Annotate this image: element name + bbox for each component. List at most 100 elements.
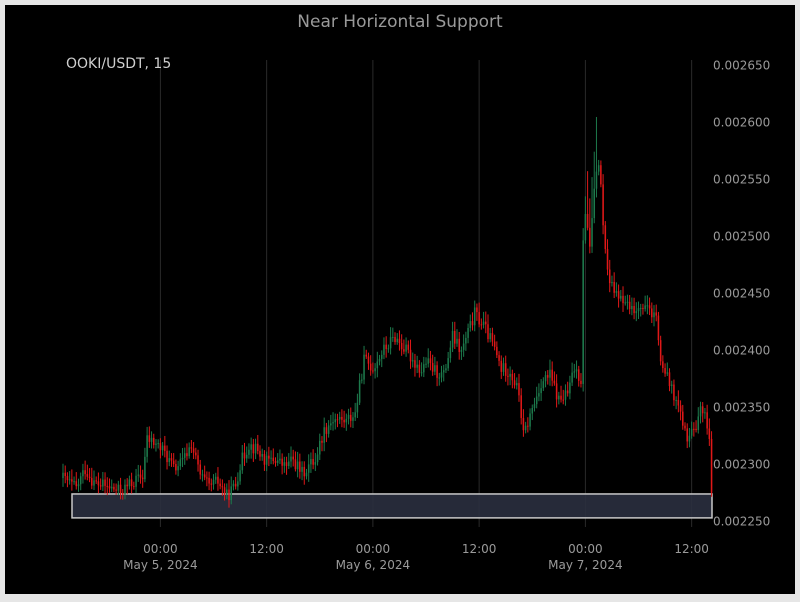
candle-body — [569, 382, 571, 394]
chart-title: Near Horizontal Support — [297, 12, 503, 32]
candle-body — [338, 416, 341, 420]
candle-body — [237, 481, 239, 487]
candle-body — [168, 458, 171, 463]
candle-body — [507, 375, 509, 377]
candle-body — [710, 438, 713, 493]
candle-body — [71, 479, 73, 482]
candle-body — [190, 447, 193, 449]
candle-body — [668, 372, 671, 387]
candle-body — [462, 343, 465, 350]
candle-body — [299, 461, 301, 472]
support-zone — [71, 493, 713, 519]
candle-body — [555, 383, 558, 400]
candle-body — [354, 412, 356, 418]
candle-body — [290, 456, 292, 462]
candle-body — [666, 372, 669, 374]
candle-body — [186, 453, 188, 457]
candle-body — [378, 358, 381, 362]
candle-body — [544, 375, 547, 382]
candle-body — [589, 227, 591, 247]
candle-body — [150, 437, 153, 442]
candle-body — [637, 308, 640, 312]
candle-body — [626, 301, 629, 303]
candle-body — [622, 295, 624, 304]
candle-body — [493, 341, 496, 347]
candle-body — [172, 460, 175, 464]
candle-body — [347, 414, 350, 419]
candle-body — [183, 453, 186, 458]
candle-body — [349, 414, 352, 421]
candle-body — [659, 340, 662, 362]
candle-body — [511, 373, 514, 381]
candle-body — [164, 445, 166, 451]
candle-body — [296, 461, 299, 470]
candle-body — [646, 305, 649, 307]
candle-body — [549, 369, 551, 378]
candle-body — [487, 324, 489, 340]
candle-body — [374, 368, 376, 372]
candle-body — [586, 213, 589, 228]
candle-body — [135, 475, 137, 487]
candle-body — [527, 425, 529, 427]
candle-body — [226, 489, 228, 495]
candle-body — [471, 321, 474, 326]
y-tick-label: 0.002550 — [713, 173, 770, 187]
candle-body — [175, 463, 177, 471]
candle-body — [376, 361, 379, 369]
candle-body — [113, 486, 115, 490]
y-tick-label: 0.002600 — [713, 116, 770, 130]
candle-body — [314, 462, 317, 465]
candle-body — [403, 349, 405, 352]
candle-body — [571, 372, 573, 383]
candle-body — [161, 445, 164, 451]
x-tick-label: 12:00 — [674, 542, 709, 556]
candle-body — [655, 312, 657, 316]
candle-body — [152, 437, 155, 445]
candle-body — [664, 368, 666, 374]
candle-body — [697, 416, 700, 431]
candle-body — [363, 354, 365, 380]
candle-body — [261, 454, 263, 457]
candle-body — [181, 457, 184, 460]
candle-body — [451, 330, 454, 348]
candle-body — [268, 455, 270, 459]
candle-body — [411, 360, 414, 362]
candle-body — [513, 380, 516, 386]
candle-body — [203, 474, 206, 478]
candle-body — [294, 459, 297, 470]
candle-body — [148, 435, 151, 442]
y-tick-label: 0.002500 — [713, 230, 770, 244]
candle-body — [489, 333, 491, 340]
candle-body — [447, 358, 449, 369]
candle-body — [438, 377, 441, 379]
candle-body — [584, 213, 587, 241]
candle-body — [560, 395, 562, 400]
candle-body — [230, 486, 233, 501]
candle-body — [480, 324, 483, 326]
candle-body — [62, 472, 64, 479]
candle-body — [64, 472, 66, 477]
candle-body — [677, 400, 680, 406]
candle-body — [597, 165, 600, 172]
candle-body — [524, 425, 527, 431]
candle-body — [704, 412, 706, 414]
candle-body — [460, 349, 463, 352]
candle-body — [144, 456, 146, 480]
candle-body — [520, 395, 522, 419]
candle-body — [642, 307, 644, 309]
candle-body — [99, 485, 102, 487]
candle-body — [117, 484, 120, 491]
candle-body — [500, 360, 503, 372]
candle-body — [91, 477, 93, 486]
candle-body — [670, 384, 673, 387]
candle-body — [653, 312, 655, 318]
candle-body — [454, 330, 456, 344]
candle-body — [283, 462, 286, 466]
candle-body — [679, 405, 682, 412]
candle-body — [325, 427, 328, 434]
candle-body — [624, 302, 627, 304]
candle-body — [394, 336, 396, 343]
candle-body — [522, 418, 525, 431]
candle-body — [82, 470, 84, 477]
candle-body — [535, 396, 538, 405]
